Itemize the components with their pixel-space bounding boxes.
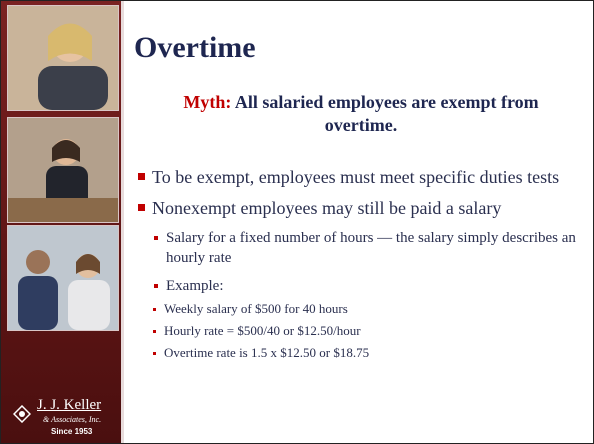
bullet: To be exempt, employees must meet specif… [138, 166, 588, 189]
sub-sub-bullet: Hourly rate = $500/40 or $12.50/hour [152, 320, 588, 342]
photo [7, 5, 119, 111]
sub-list: Weekly salary of $500 for 40 hours Hourly… [152, 298, 588, 364]
myth: Myth: All salaried employees are exempt … [161, 91, 561, 137]
divider [121, 1, 124, 443]
logo-since: Since 1953 [51, 427, 93, 436]
myth-label: Myth: [183, 92, 232, 112]
sub-sub-bullet: Overtime rate is 1.5 x $12.50 or $18.75 [152, 342, 588, 364]
sub-bullet: Example: [152, 276, 588, 296]
photo [7, 225, 119, 331]
myth-text: All salaried employees are exempt from o… [234, 92, 539, 135]
logo-icon [13, 405, 31, 423]
sub-bullet: Salary for a fixed number of hours — the… [152, 228, 588, 268]
photo [7, 117, 119, 223]
sidebar: J. J. Keller & Associates, Inc. Since 19… [1, 1, 121, 443]
logo-subtitle: & Associates, Inc. [43, 415, 102, 424]
sub-sub-bullet: Weekly salary of $500 for 40 hours [152, 298, 588, 320]
logo-name: J. J. Keller [37, 397, 102, 413]
bullet-list: To be exempt, employees must meet specif… [138, 166, 588, 364]
bullet: Nonexempt employees may still be paid a … [138, 197, 588, 220]
slide-title: Overtime [134, 31, 256, 64]
